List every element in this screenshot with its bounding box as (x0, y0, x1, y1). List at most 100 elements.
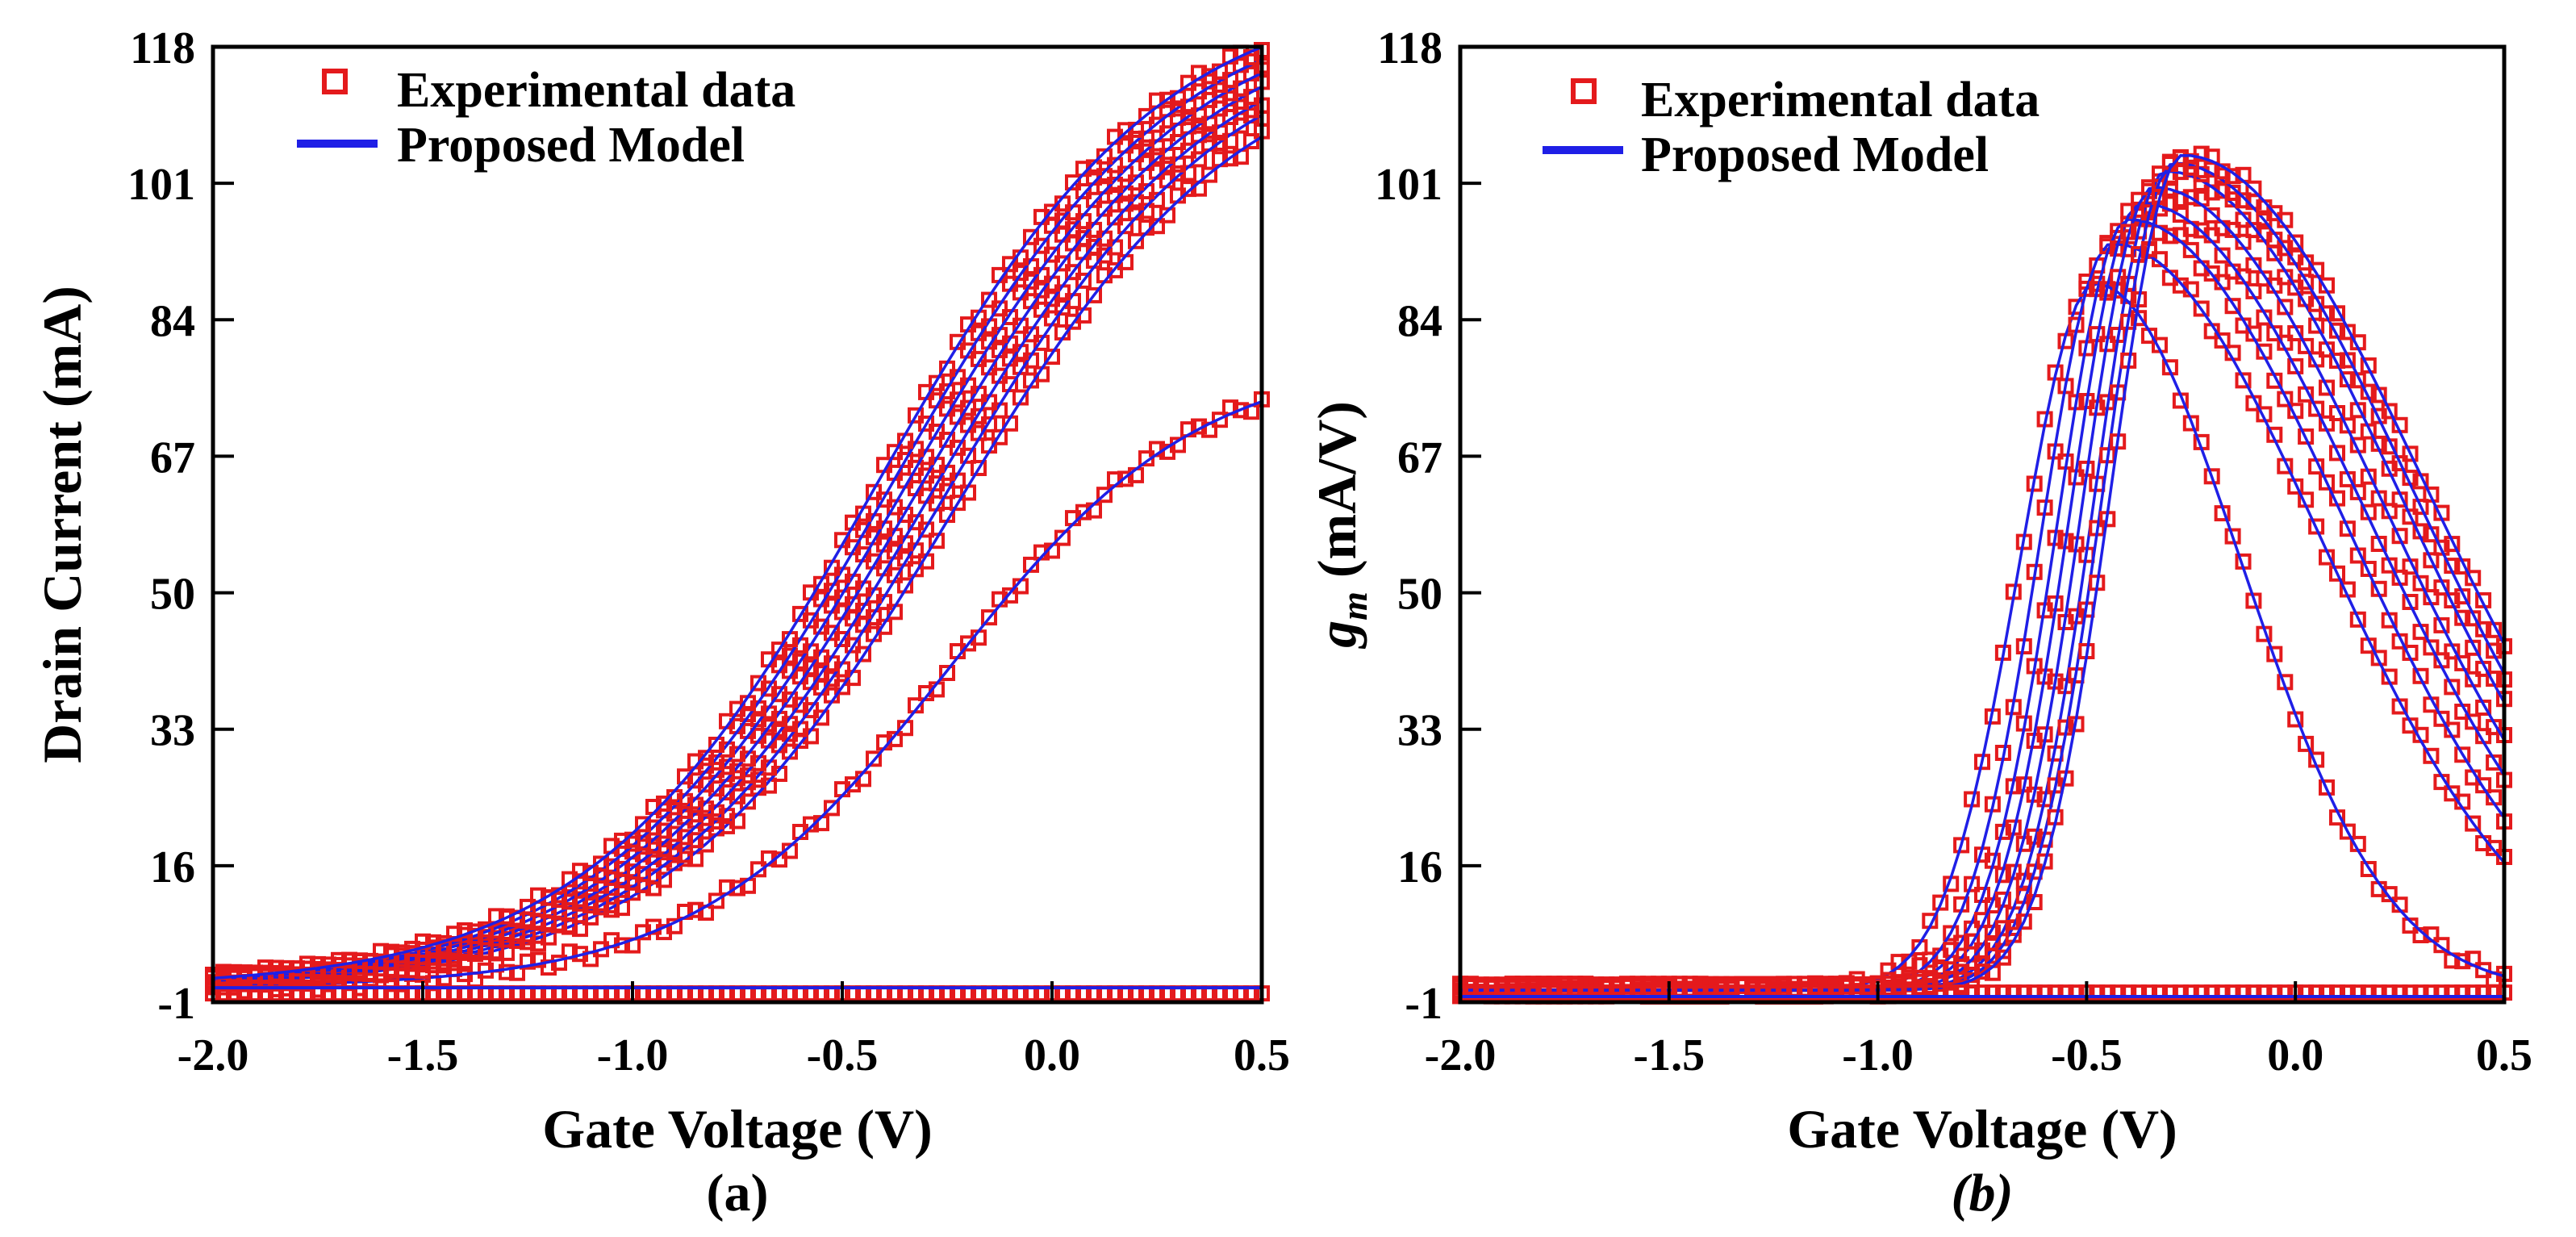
experimental-point (887, 444, 903, 461)
model-line (212, 45, 1263, 980)
experimental-point (1943, 984, 1960, 1001)
experimental-point (2026, 984, 2043, 1001)
experimental-point (1514, 984, 1531, 1001)
experimental-point (2319, 305, 2335, 322)
experimental-point (645, 819, 662, 836)
experimental-point (2110, 984, 2127, 1001)
experimental-point (1044, 246, 1060, 263)
experimental-point (2423, 486, 2440, 503)
experimental-point (1462, 984, 1479, 1001)
experimental-point (1932, 894, 1949, 911)
experimental-point (2329, 565, 2345, 582)
experimental-point (950, 391, 966, 408)
x-tick-label: -0.5 (2051, 1030, 2123, 1080)
experimental-point (1086, 286, 1102, 303)
experimental-point (1504, 984, 1521, 1001)
experimental-point (1744, 984, 1761, 1001)
experimental-point (1044, 203, 1060, 220)
experimental-point (929, 374, 945, 391)
experimental-point (719, 758, 735, 775)
experimental-point (2099, 984, 2116, 1001)
experimental-point (950, 495, 966, 512)
experimental-point (2423, 984, 2440, 1001)
y-tick-label: 16 (1397, 842, 1442, 892)
x-tick-label: 0.0 (2267, 1030, 2323, 1080)
experimental-point (2308, 317, 2325, 334)
experimental-point (1138, 183, 1154, 199)
experimental-point (2339, 417, 2356, 434)
y-tick-label: -1 (1405, 979, 1442, 1029)
series-b-8 (1452, 145, 2512, 1005)
series-a-1 (205, 391, 1270, 1000)
experimental-point (2454, 953, 2471, 970)
experimental-point (2370, 984, 2387, 1001)
experimental-point (2454, 746, 2471, 763)
experimental-point (1713, 984, 1730, 1001)
model-line (212, 85, 1263, 982)
experimental-point (992, 300, 1008, 317)
experimental-point (2152, 984, 2168, 1001)
panel-b: -2.0 -1.5 -1.0 -0.5 0.0 0.5 -1 16 33 50 67 84 101 118… (1306, 23, 2532, 1222)
experimental-point (918, 416, 934, 432)
legend-a-model-label: Proposed Model (397, 118, 745, 173)
experimental-point (1086, 191, 1102, 208)
experimental-point (2068, 984, 2085, 1001)
panel-a: -2.0 -1.5 -1.0 -0.5 0.0 0.5 -1 16 33 50 67 84 101 118… (31, 23, 1290, 1222)
x-tick-label: -2.0 (177, 1030, 249, 1080)
experimental-point (1159, 91, 1175, 108)
experimental-point (1755, 984, 1772, 1001)
panel-b-caption: (b) (1952, 1164, 2014, 1222)
experimental-point (939, 665, 955, 681)
y-tick-label: 33 (150, 706, 195, 756)
experimental-point (1138, 203, 1154, 219)
experimental-point (1096, 168, 1113, 185)
experimental-point (971, 407, 987, 424)
y-tick-label: 50 (1397, 570, 1442, 620)
experimental-point (1953, 837, 1970, 854)
y-tick-label: 101 (1375, 160, 1442, 210)
experimental-point (1191, 151, 1207, 168)
experimental-point (1128, 131, 1144, 147)
experimental-point (2182, 415, 2199, 432)
experimental-point (1065, 264, 1081, 281)
experimental-point (1890, 984, 1907, 1001)
experimental-point (2078, 280, 2095, 297)
experimental-point (1212, 412, 1228, 428)
experimental-point (939, 383, 955, 399)
experimental-point (1630, 984, 1646, 1001)
experimental-point (918, 685, 934, 701)
model-line (1460, 154, 2506, 992)
experimental-point (1096, 148, 1113, 165)
model-line (1460, 186, 2506, 992)
experimental-point (2402, 445, 2419, 462)
experimental-point (1012, 317, 1029, 334)
experimental-point (2360, 984, 2377, 1001)
experimental-point (1974, 887, 1990, 903)
experimental-point (1117, 165, 1134, 182)
experimental-point (813, 575, 829, 592)
experimental-point (729, 788, 745, 804)
experimental-point (2465, 713, 2482, 730)
model-line (1460, 282, 2505, 992)
experimental-point (1493, 984, 1510, 1001)
experimental-point (1201, 166, 1217, 183)
experimental-point (876, 618, 892, 635)
experimental-point (2277, 391, 2294, 407)
experimental-point (2203, 207, 2220, 224)
experimental-point (2433, 984, 2450, 1001)
experimental-point (2141, 984, 2157, 1001)
panel-a-ticks: -2.0 -1.5 -1.0 -0.5 0.0 0.5 -1 16 33 50 67 84 101 118 (127, 23, 1290, 1080)
experimental-point (1233, 117, 1249, 134)
experimental-point (2349, 483, 2366, 500)
experimental-point (908, 407, 924, 424)
legend-a-experimental-marker (322, 69, 348, 94)
experimental-point (1567, 984, 1584, 1001)
experimental-point (1556, 984, 1573, 1001)
experimental-point (1619, 984, 1635, 1001)
experimental-point (1128, 174, 1144, 191)
experimental-point (2161, 228, 2178, 244)
experimental-point (2245, 984, 2262, 1001)
experimental-point (1149, 148, 1165, 165)
experimental-point (635, 816, 651, 833)
experimental-point (708, 754, 724, 771)
